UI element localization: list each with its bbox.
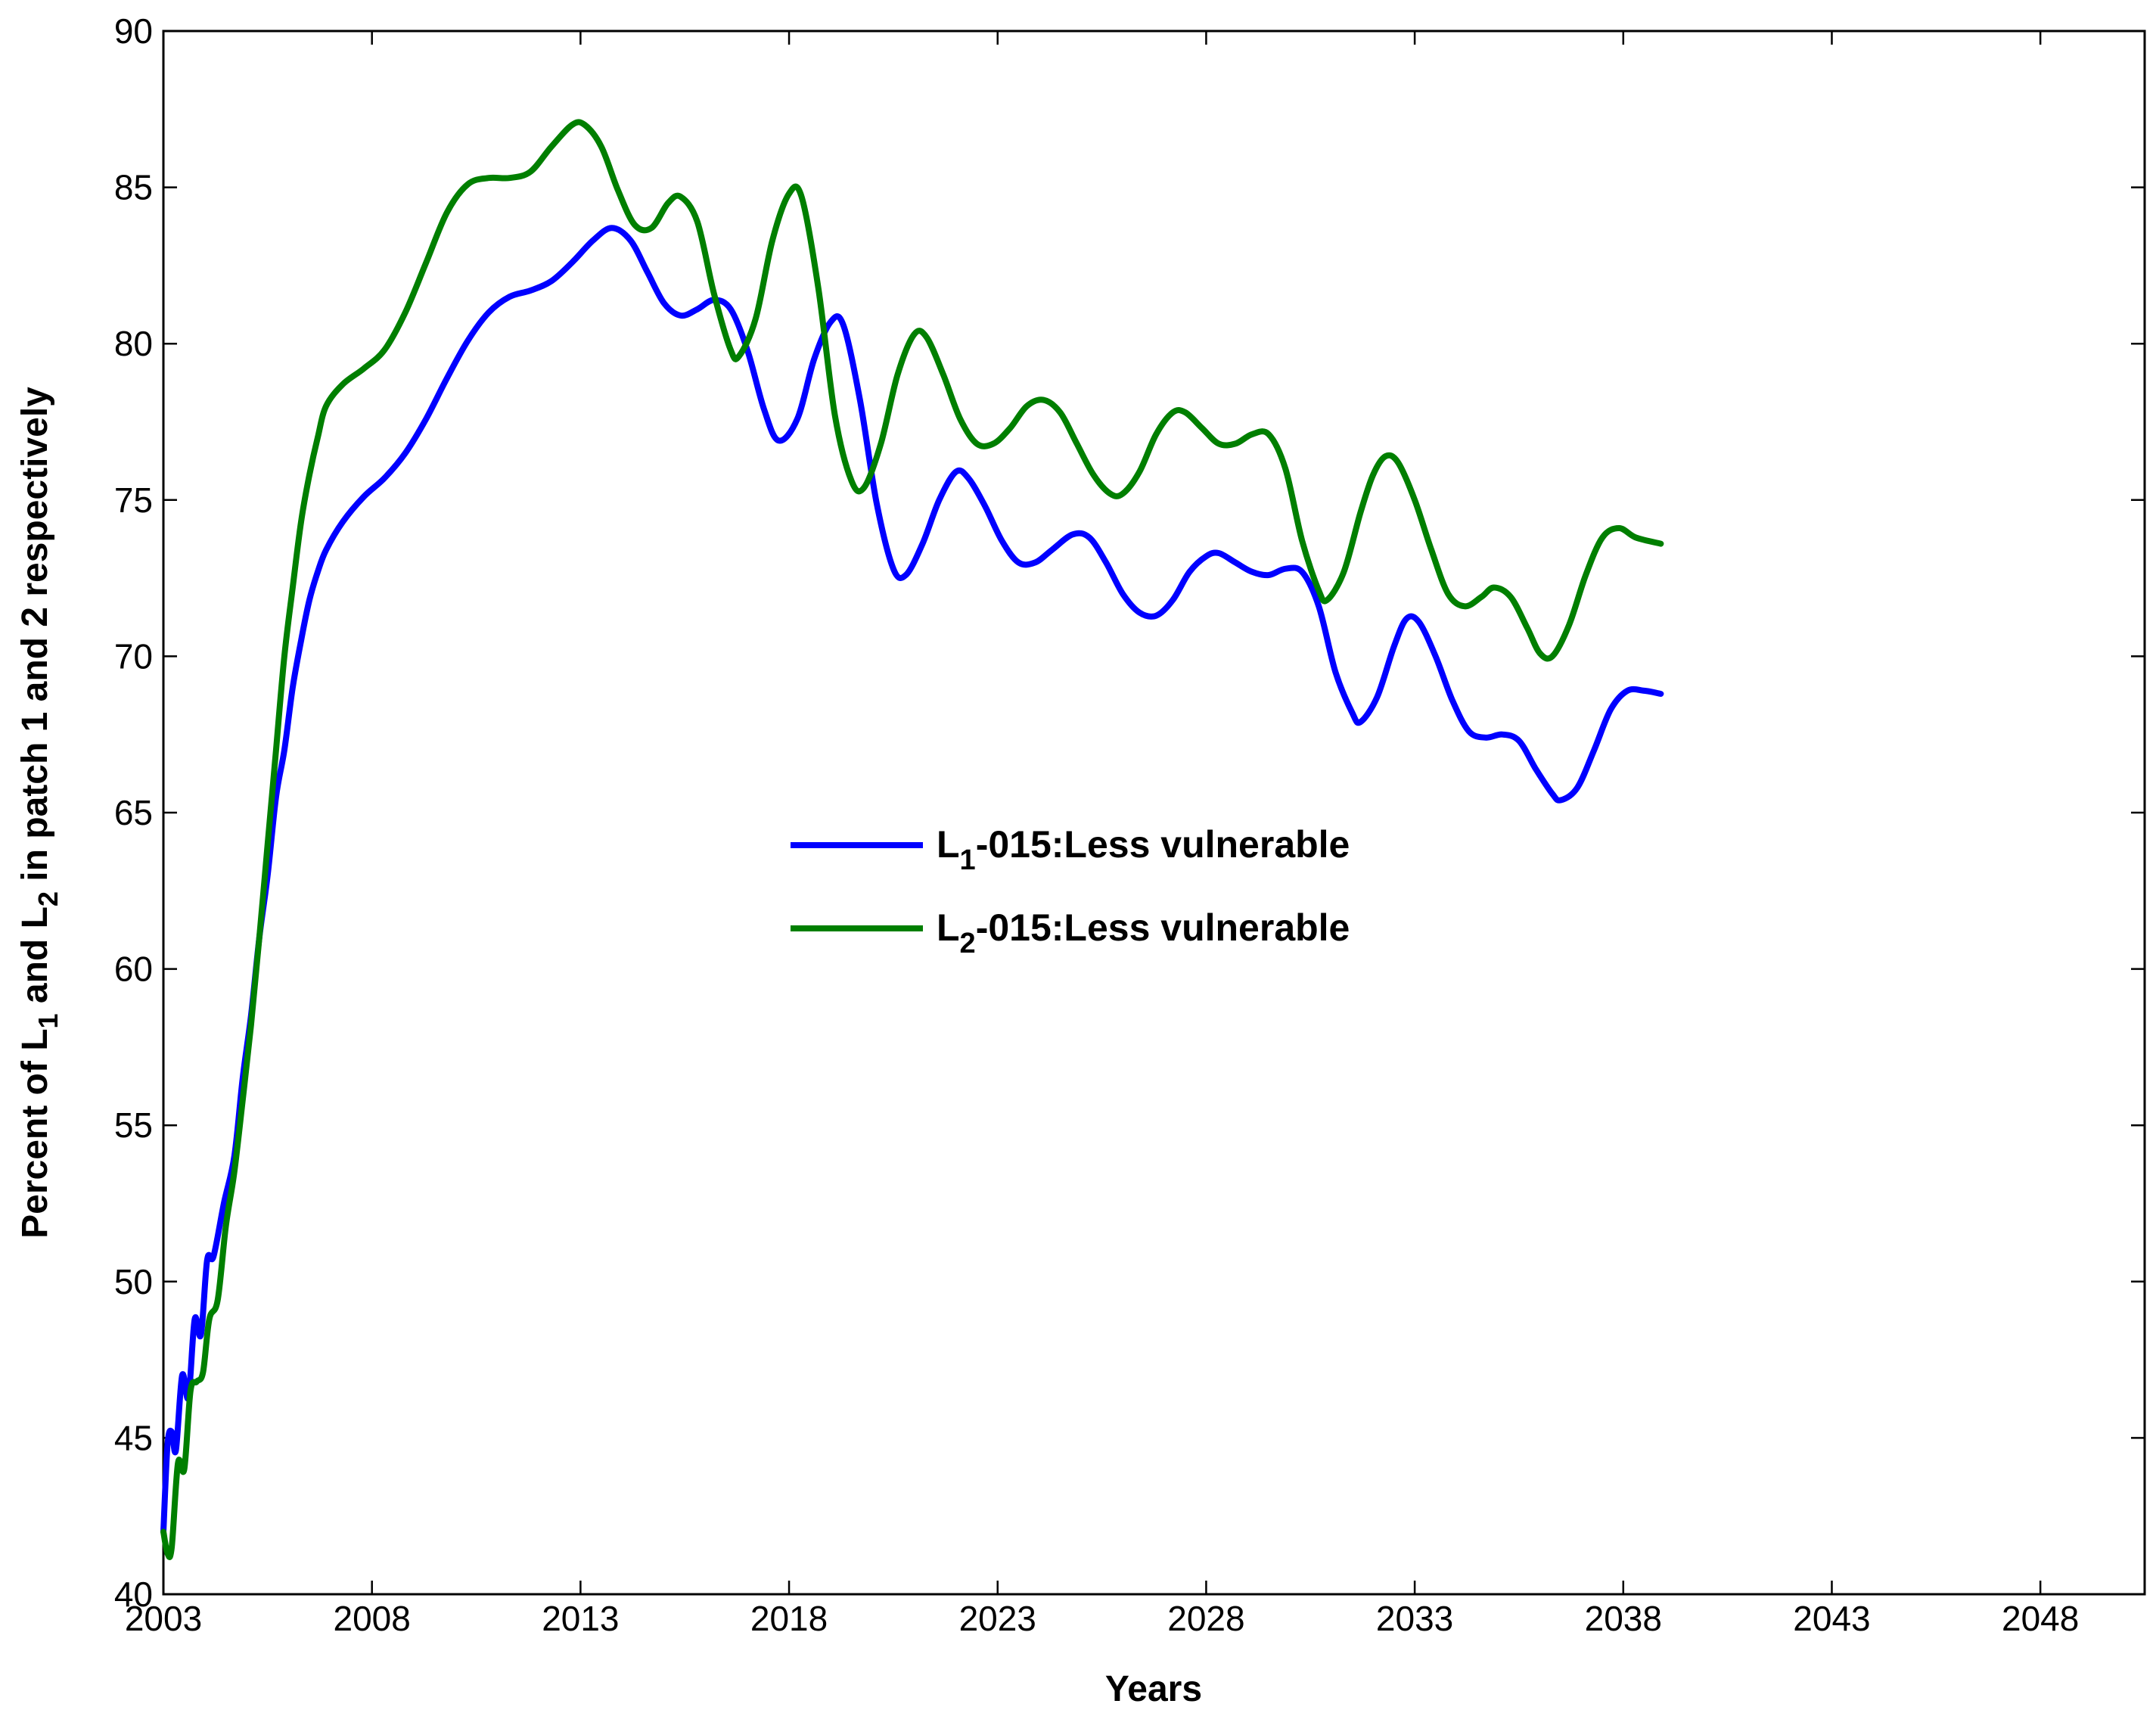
y-tick-label: 70 bbox=[114, 636, 153, 676]
x-axis-label: Years bbox=[1105, 1669, 1202, 1709]
legend-label-series-2-rest: -015:Less vulnerable bbox=[976, 906, 1350, 949]
y-tick-label: 75 bbox=[114, 480, 153, 520]
y-tick-label: 65 bbox=[114, 793, 153, 832]
x-tick-label: 2008 bbox=[334, 1599, 411, 1638]
legend: L1-015:Less vulnerable L2-015:Less vulne… bbox=[791, 823, 1350, 959]
legend-label-series-1-main: L bbox=[937, 823, 960, 866]
y-tick-label: 50 bbox=[114, 1262, 153, 1301]
plot-area bbox=[162, 30, 2146, 1596]
x-tick-label: 2033 bbox=[1376, 1599, 1453, 1638]
x-tick-label: 2043 bbox=[1793, 1599, 1870, 1638]
y-tick-label: 85 bbox=[114, 168, 153, 207]
x-tick-label: 2038 bbox=[1585, 1599, 1662, 1638]
y-axis-label-part-3: in patch 1 and 2 respectively bbox=[15, 387, 55, 891]
x-tick-label: 2048 bbox=[2002, 1599, 2079, 1638]
x-tick-label: 2013 bbox=[542, 1599, 619, 1638]
y-tick-label: 40 bbox=[114, 1575, 153, 1614]
x-tick-label: 2023 bbox=[959, 1599, 1036, 1638]
legend-label-series-1-rest: -015:Less vulnerable bbox=[976, 823, 1350, 866]
legend-label-series-2-subscript: 2 bbox=[960, 928, 976, 959]
y-axis-label-subscript-1: 1 bbox=[33, 1013, 64, 1028]
y-tick-label: 55 bbox=[114, 1105, 153, 1145]
legend-label-series-1-subscript: 1 bbox=[960, 844, 976, 876]
y-axis-label-subscript-2: 2 bbox=[33, 891, 64, 906]
x-tick-label: 2003 bbox=[125, 1599, 202, 1638]
tick-labels: 2003 2008 2013 2018 2023 2028 2033 2038 2043 2048… bbox=[114, 11, 2080, 1638]
legend-label-series-1: L1-015:Less vulnerable bbox=[937, 823, 1350, 876]
y-axis-label: Percent of L1 and L2 in patch 1 and 2 re… bbox=[15, 387, 64, 1239]
series-layer bbox=[160, 119, 1664, 1560]
y-tick-label: 60 bbox=[114, 950, 153, 989]
legend-label-series-2-main: L bbox=[937, 906, 960, 949]
x-tick-label: 2018 bbox=[750, 1599, 828, 1638]
y-tick-label: 80 bbox=[114, 324, 153, 363]
series-line-2 bbox=[160, 119, 1664, 1560]
y-tick-label: 90 bbox=[114, 11, 153, 51]
y-axis-label-part-1: Percent of L bbox=[15, 1028, 55, 1238]
y-tick-label: 45 bbox=[114, 1418, 153, 1457]
y-axis-label-part-2: and L bbox=[15, 906, 55, 1013]
x-tick-label: 2028 bbox=[1167, 1599, 1244, 1638]
legend-label-series-2: L2-015:Less vulnerable bbox=[937, 906, 1350, 959]
